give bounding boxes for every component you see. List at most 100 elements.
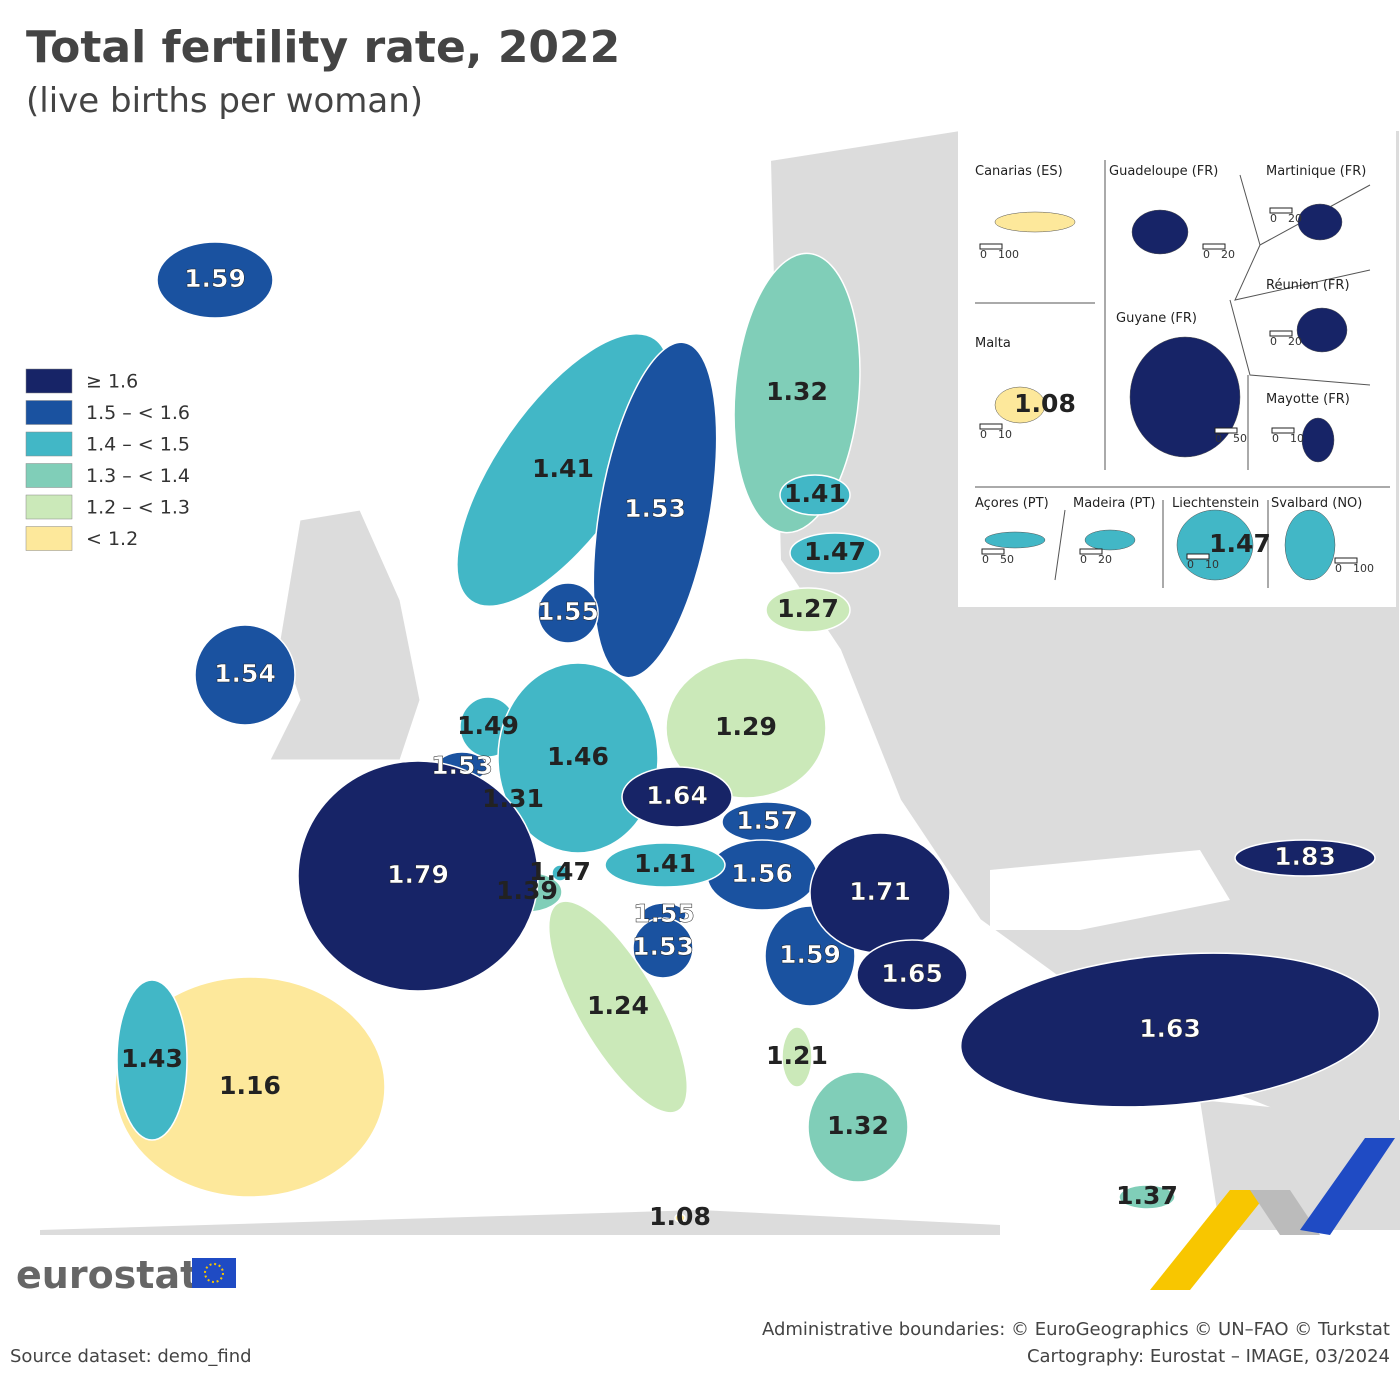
- inset-shape: [994, 386, 1046, 424]
- country-shape: [665, 657, 827, 799]
- country-value-label: 1.29: [715, 712, 777, 741]
- cartography: Cartography: Eurostat – IMAGE, 03/2024: [1027, 1346, 1390, 1367]
- inset-shape: [1129, 336, 1241, 458]
- scale-label: 20: [1221, 248, 1235, 261]
- scale-label: 0: [1187, 558, 1194, 571]
- legend-swatch: [25, 368, 73, 394]
- inset-name: Açores (PT): [975, 496, 1049, 511]
- country-shape: [856, 939, 968, 1011]
- country-value-label: 1.16: [219, 1071, 281, 1100]
- legend-swatch: [25, 494, 73, 520]
- legend-label: 1.4 – < 1.5: [86, 434, 190, 456]
- inset-shape: [1284, 509, 1336, 581]
- regions: 1.59 1.41 1.53 1.32 1.41 1.47 1.27 1.55 1.54 1.49…: [114, 241, 1381, 1231]
- country-value-label: 1.27: [777, 594, 839, 623]
- scale-label: 100: [1353, 562, 1374, 575]
- land-background: [269, 509, 421, 761]
- scale-bar: [1269, 207, 1293, 214]
- scale-label: 0: [1203, 248, 1210, 261]
- inset-shape: [1297, 203, 1343, 241]
- inset-name: Guadeloupe (FR): [1109, 164, 1218, 179]
- country-shape: [592, 341, 718, 679]
- country-value-label: 1.53: [632, 932, 694, 961]
- scale-bar: [1202, 243, 1226, 250]
- country-shape: [604, 842, 726, 888]
- country-shape: [156, 241, 274, 319]
- country-shape: [959, 952, 1381, 1108]
- country-shape: [194, 624, 296, 726]
- country-value-label: 1.47: [529, 857, 591, 886]
- inset-name: Martinique (FR): [1266, 164, 1366, 179]
- legend-label: ≥ 1.6: [86, 371, 138, 393]
- inset-name: Mayotte (FR): [1266, 392, 1350, 407]
- scale-label: 0: [1270, 212, 1277, 225]
- inset-value-label: 1.08: [1014, 389, 1076, 418]
- inset-shape: [1084, 529, 1136, 551]
- decor-stripe: [1150, 1190, 1270, 1290]
- country-shape: [297, 760, 539, 992]
- country-value-label: 1.53: [624, 494, 686, 523]
- scale-label: 50: [1233, 432, 1247, 445]
- eu-flag-stars: [204, 1263, 224, 1283]
- country-shape: [116, 979, 188, 1141]
- scale-label: 0: [1270, 335, 1277, 348]
- inset-name: Liechtenstein: [1172, 496, 1259, 511]
- inset-shape: [1131, 209, 1189, 255]
- scale-label: 10: [1290, 432, 1304, 445]
- scale-label: 0: [1335, 562, 1342, 575]
- scale-bar: [1214, 427, 1238, 434]
- scale-bar: [979, 423, 1003, 430]
- scale-label: 20: [1098, 553, 1112, 566]
- scale-label: 0: [982, 553, 989, 566]
- country-value-label: 1.55: [633, 899, 695, 928]
- country-value-label: 1.56: [731, 859, 793, 888]
- inset-shape: [1301, 417, 1335, 463]
- country-shape: [497, 662, 659, 854]
- legend-swatch: [25, 463, 73, 488]
- legend-label: < 1.2: [86, 528, 138, 550]
- country-shape: [779, 474, 851, 516]
- scale-label: 10: [998, 428, 1012, 441]
- country-value-label: 1.37: [1116, 1181, 1178, 1210]
- country-shape: [547, 900, 689, 1114]
- country-value-label: 1.57: [736, 806, 798, 835]
- scale-bar: [1079, 548, 1103, 555]
- scale-bar: [1186, 553, 1210, 560]
- scale-bar: [981, 548, 1005, 555]
- credits: Administrative boundaries: © EuroGeograp…: [762, 1319, 1390, 1340]
- country-shape: [621, 766, 733, 828]
- country-shape: [537, 582, 599, 644]
- subtitle: (live births per woman): [26, 81, 423, 121]
- country-value-label: 1.71: [849, 877, 911, 906]
- decor-stripe: [1300, 1138, 1395, 1235]
- legend-swatch: [25, 431, 73, 457]
- country-value-label: 1.32: [827, 1111, 889, 1140]
- inset-name: Malta: [975, 336, 1011, 351]
- country-shape: [674, 1213, 686, 1223]
- scale-label: 0: [1080, 553, 1087, 566]
- inset-shape: [1296, 307, 1348, 353]
- scale-label: 0: [1215, 432, 1222, 445]
- country-value-label: 1.08: [649, 1202, 711, 1231]
- scale-bar: [1334, 557, 1358, 564]
- country-value-label: 1.24: [587, 991, 649, 1020]
- country-value-label: 1.59: [184, 264, 246, 293]
- country-shape: [551, 864, 569, 882]
- country-shape: [733, 252, 861, 534]
- country-value-label: 1.79: [387, 860, 449, 889]
- country-value-label: 1.63: [1139, 1014, 1201, 1043]
- country-value-label: 1.31: [482, 784, 544, 813]
- inset-name: Guyane (FR): [1116, 311, 1197, 326]
- country-value-label: 1.49: [457, 711, 519, 740]
- country-value-label: 1.64: [646, 781, 708, 810]
- country-value-label: 1.32: [766, 377, 828, 406]
- eu-flag: [192, 1258, 236, 1288]
- country-shape: [765, 587, 851, 633]
- scale-label: 0: [980, 248, 987, 261]
- legend-label: 1.3 – < 1.4: [86, 465, 190, 487]
- country-value-label: 1.41: [532, 454, 594, 483]
- country-value-label: 1.59: [779, 940, 841, 969]
- country-value-label: 1.47: [804, 537, 866, 566]
